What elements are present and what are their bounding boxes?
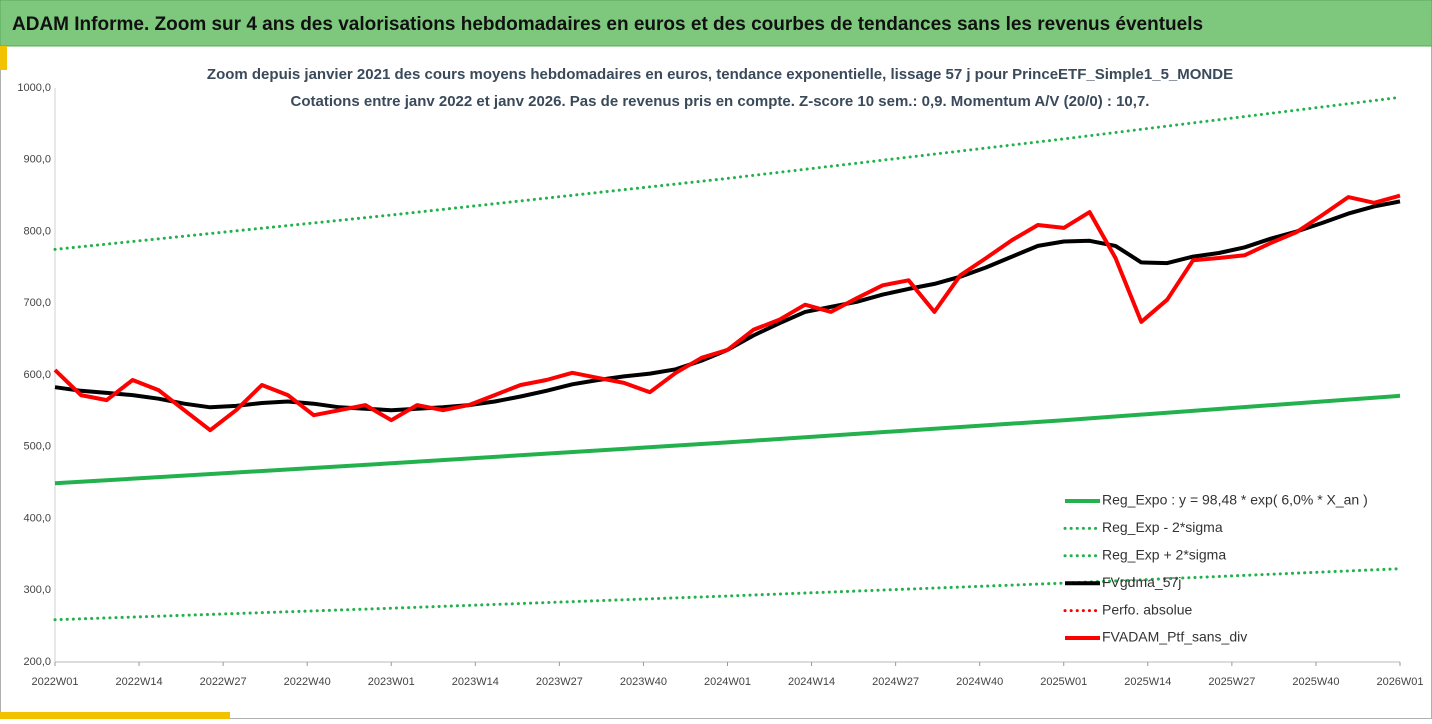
- x-tick-label: 2026W01: [1376, 676, 1423, 688]
- y-tick-label: 800,0: [23, 225, 51, 237]
- legend-label: Reg_Exp + 2*sigma: [1102, 547, 1226, 563]
- x-tick-label: 2023W40: [620, 676, 667, 688]
- x-tick-label: 2025W14: [1124, 676, 1171, 688]
- x-tick-label: 2025W40: [1292, 676, 1339, 688]
- header-bar: [0, 0, 1432, 47]
- x-tick-label: 2023W27: [536, 676, 583, 688]
- x-tick-label: 2022W14: [116, 676, 163, 688]
- accent: [0, 712, 230, 719]
- y-tick-label: 400,0: [23, 512, 51, 524]
- x-tick-label: 2024W01: [704, 676, 751, 688]
- x-tick-label: 2022W01: [31, 676, 78, 688]
- legend-label: Perfo. absolue: [1102, 601, 1192, 617]
- series-line: [53, 193, 1401, 433]
- y-tick-label: 1000,0: [17, 82, 51, 94]
- chart-title: Zoom depuis janvier 2021 des cours moyen…: [207, 66, 1233, 83]
- legend-label: FVgdma_57j: [1102, 574, 1181, 590]
- y-tick-label: 300,0: [23, 584, 51, 596]
- x-tick-label: 2023W14: [452, 676, 499, 688]
- x-tick-label: 2025W27: [1208, 676, 1255, 688]
- x-tick-label: 2025W01: [1040, 676, 1087, 688]
- y-tick-label: 700,0: [23, 297, 51, 309]
- legend-label: Reg_Exp - 2*sigma: [1102, 519, 1223, 535]
- series-line: [53, 567, 1402, 622]
- legend-label: FVADAM_Ptf_sans_div: [1102, 629, 1247, 645]
- series-line: [54, 393, 1401, 486]
- x-tick-label: 2024W14: [788, 676, 835, 688]
- legend-label: Reg_Expo : y = 98,48 * exp( 6,0% * X_an …: [1102, 492, 1368, 508]
- x-tick-label: 2024W40: [956, 676, 1003, 688]
- x-tick-label: 2024W27: [872, 676, 919, 688]
- chart-subtitle: Cotations entre janv 2022 et janv 2026. …: [291, 93, 1150, 110]
- x-tick-label: 2022W27: [200, 676, 247, 688]
- accent: [0, 46, 7, 70]
- x-tick-label: 2022W40: [284, 676, 331, 688]
- y-tick-label: 200,0: [23, 656, 51, 668]
- series-line: [53, 95, 1402, 251]
- y-tick-label: 600,0: [23, 369, 51, 381]
- header-title: ADAM Informe. Zoom sur 4 ans des valoris…: [12, 14, 1203, 35]
- y-tick-label: 500,0: [23, 441, 51, 453]
- x-tick-label: 2023W01: [368, 676, 415, 688]
- y-tick-label: 900,0: [23, 154, 51, 166]
